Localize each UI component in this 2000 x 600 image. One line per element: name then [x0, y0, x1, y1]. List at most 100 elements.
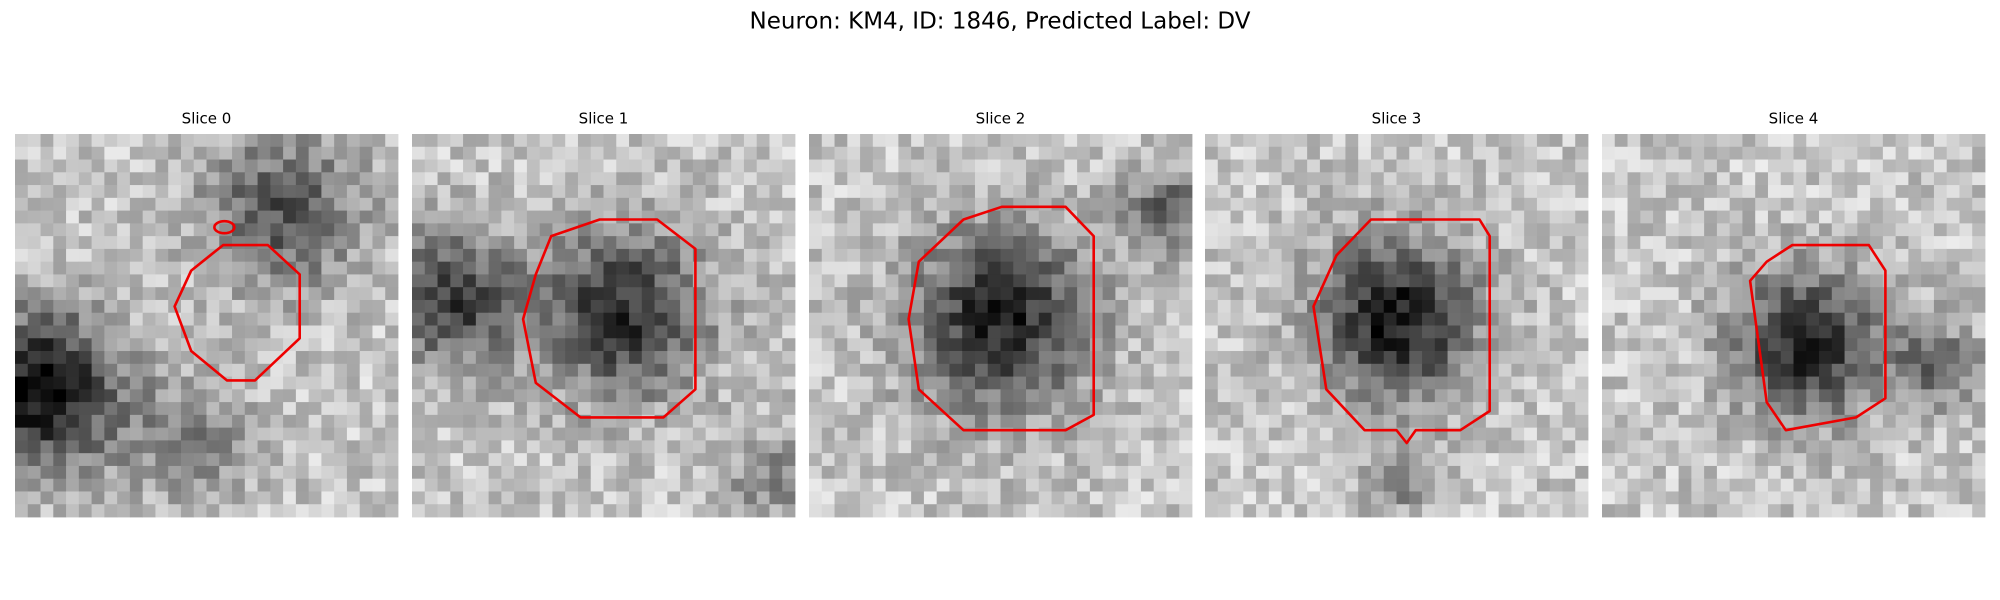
pixel — [1549, 427, 1563, 441]
pixel — [1281, 172, 1295, 186]
pixel — [66, 478, 80, 492]
pixel — [168, 453, 182, 467]
pixel — [1498, 223, 1512, 237]
pixel — [142, 389, 156, 403]
pixel — [53, 414, 67, 429]
pixel — [488, 363, 502, 377]
pixel — [1933, 172, 1948, 186]
pixel — [385, 363, 399, 377]
pixel — [359, 299, 373, 314]
pixel — [603, 402, 617, 416]
pixel — [1217, 325, 1231, 339]
pixel — [949, 185, 963, 199]
pixel — [705, 236, 719, 250]
pixel — [962, 261, 976, 275]
pixel — [1256, 274, 1270, 288]
pixel — [603, 389, 617, 403]
pixel — [1575, 261, 1589, 275]
pixel — [1013, 172, 1027, 186]
pixel — [1396, 223, 1410, 237]
pixel — [629, 236, 643, 250]
pixel — [1716, 465, 1731, 480]
pixel — [155, 312, 169, 326]
pixel — [321, 312, 335, 326]
pixel — [180, 210, 195, 224]
pixel — [1319, 312, 1334, 326]
pixel — [1755, 248, 1769, 263]
pixel — [437, 465, 451, 480]
pixel — [616, 146, 630, 160]
pixel — [539, 274, 553, 288]
pixel — [412, 325, 426, 339]
pixel — [53, 134, 67, 148]
pixel — [1345, 197, 1359, 211]
pixel — [295, 223, 310, 237]
pixel — [1691, 248, 1705, 263]
pixel — [1562, 325, 1576, 339]
pixel — [1678, 325, 1692, 339]
pixel — [962, 504, 976, 518]
pixel — [1064, 491, 1078, 505]
pixel — [232, 248, 246, 263]
pixel — [1562, 312, 1576, 326]
pixel — [1575, 363, 1589, 377]
pixel — [1205, 325, 1219, 339]
pixel — [346, 402, 361, 416]
pixel — [1691, 134, 1705, 148]
figure-title: Neuron: KM4, ID: 1846, Predicted Label: … — [750, 9, 1251, 35]
pixel — [1281, 351, 1295, 365]
pixel — [782, 440, 796, 454]
pixel — [577, 146, 592, 160]
pixel — [475, 363, 489, 377]
pixel — [1205, 427, 1219, 441]
pixel — [1972, 465, 1986, 480]
pixel — [1409, 325, 1423, 339]
pixel — [193, 376, 207, 390]
pixel — [78, 427, 92, 441]
pixel — [1319, 299, 1334, 314]
pixel — [1793, 299, 1807, 314]
pixel — [1614, 453, 1628, 467]
pixel — [603, 325, 617, 339]
pixel — [923, 453, 938, 467]
pixel — [1831, 236, 1845, 250]
pixel — [385, 210, 399, 224]
pixel — [117, 197, 131, 211]
pixel — [731, 478, 745, 492]
pixel — [1370, 223, 1385, 237]
pixel — [1819, 248, 1833, 263]
pixel — [1473, 236, 1487, 250]
pixel — [514, 134, 528, 148]
pixel — [1665, 299, 1679, 314]
pixel — [577, 325, 592, 339]
pixel — [603, 491, 617, 505]
pixel — [1895, 159, 1909, 173]
pixel — [1908, 427, 1922, 441]
pixel — [295, 465, 310, 480]
pixel — [1460, 185, 1474, 199]
pixel — [1755, 299, 1769, 314]
slice-image — [412, 134, 796, 518]
pixel — [180, 197, 195, 211]
pixel — [1729, 491, 1743, 505]
pixel — [15, 299, 29, 314]
pixel — [1396, 491, 1410, 505]
pixel — [232, 210, 246, 224]
pixel — [412, 504, 426, 518]
pixel — [692, 427, 707, 441]
pixel — [1921, 389, 1935, 403]
pixel — [1857, 312, 1871, 326]
pixel — [193, 159, 207, 173]
pixel — [53, 338, 67, 352]
pixel — [1268, 134, 1282, 148]
pixel — [743, 504, 758, 518]
pixel — [206, 146, 220, 160]
pixel — [1319, 185, 1334, 199]
pixel — [437, 134, 451, 148]
pixel — [424, 478, 438, 492]
pixel — [1140, 299, 1155, 314]
pixel — [923, 146, 938, 160]
pixel — [718, 414, 732, 429]
pixel — [1524, 389, 1538, 403]
pixel — [1294, 338, 1308, 352]
